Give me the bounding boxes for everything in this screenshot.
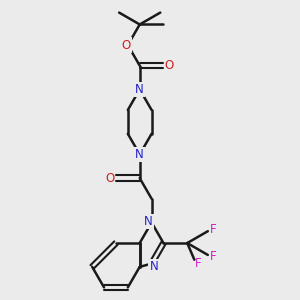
Text: O: O bbox=[165, 59, 174, 72]
Text: F: F bbox=[210, 224, 216, 236]
Text: N: N bbox=[135, 148, 144, 161]
Text: N: N bbox=[144, 215, 153, 228]
Text: F: F bbox=[195, 257, 201, 271]
Text: N: N bbox=[135, 83, 144, 96]
Text: N: N bbox=[150, 260, 158, 273]
Text: O: O bbox=[121, 39, 130, 52]
Text: O: O bbox=[105, 172, 115, 184]
Text: F: F bbox=[210, 250, 216, 262]
